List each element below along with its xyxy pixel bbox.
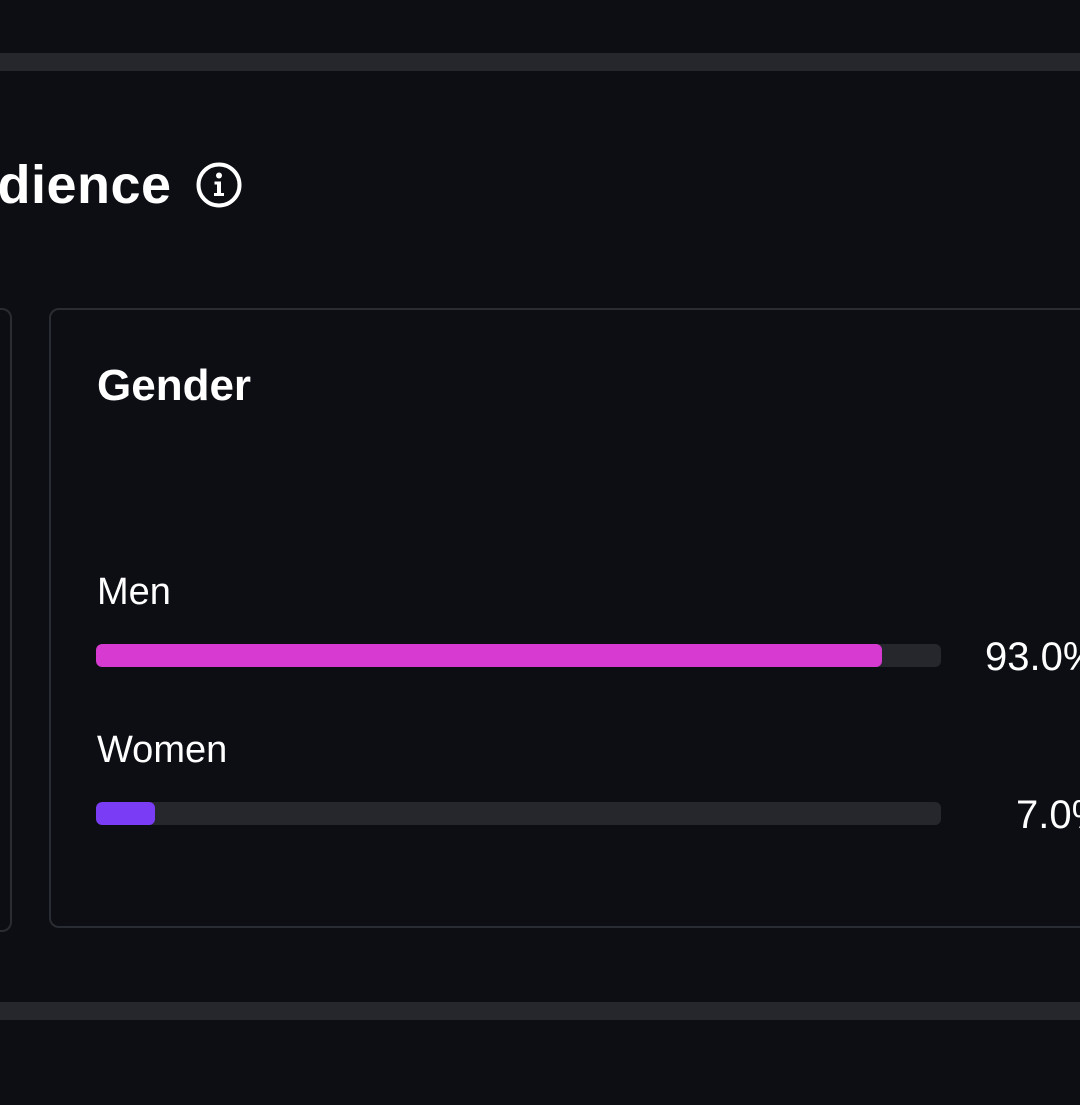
top-divider bbox=[0, 53, 1080, 71]
section-title: udience bbox=[0, 155, 172, 215]
women-percentage: 7.0% bbox=[1016, 793, 1080, 837]
gender-card bbox=[49, 308, 1080, 928]
info-circle-icon[interactable] bbox=[196, 162, 242, 208]
gender-card-title: Gender bbox=[97, 361, 252, 410]
women-progress-track bbox=[96, 802, 941, 825]
bottom-divider bbox=[0, 1002, 1080, 1020]
men-progress-track bbox=[96, 644, 941, 667]
section-header: udience bbox=[0, 150, 242, 220]
men-progress-fill bbox=[96, 644, 882, 667]
men-percentage: 93.0% bbox=[985, 635, 1080, 679]
women-progress-fill bbox=[96, 802, 156, 825]
men-label: Men bbox=[97, 571, 171, 613]
women-label: Women bbox=[97, 729, 228, 771]
previous-card bbox=[0, 308, 12, 932]
